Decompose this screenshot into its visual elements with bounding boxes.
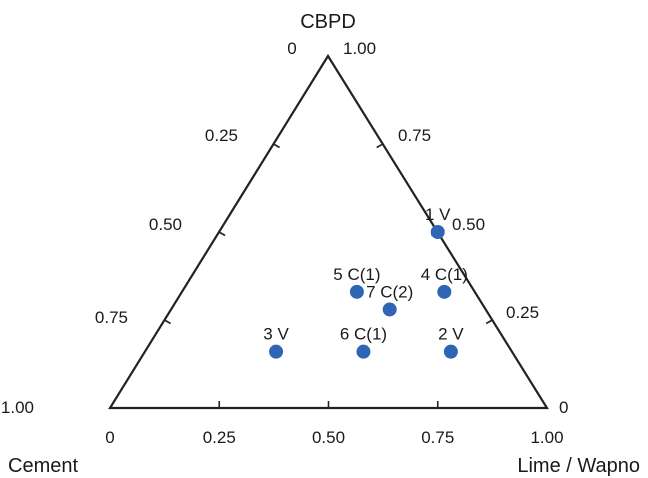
bottom-tick-label: 0.50	[312, 428, 345, 447]
data-point-label: 7 C(2)	[366, 282, 413, 301]
bottom-tick-label: 1.00	[530, 428, 563, 447]
data-point-label: 1 V	[425, 205, 451, 224]
left-tick	[164, 319, 171, 325]
left-tick	[273, 143, 280, 149]
data-point	[349, 284, 364, 299]
data-point	[382, 302, 397, 317]
right-tick-label: 0.75	[398, 126, 431, 145]
right-tick-label: 0	[559, 398, 568, 417]
data-point-label: 3 V	[263, 325, 289, 344]
bottom-tick-label: 0.75	[421, 428, 454, 447]
data-point-label: 2 V	[438, 325, 464, 344]
data-point-label: 4 C(1)	[421, 265, 468, 284]
vertex-label-cbpd: CBPD	[300, 11, 356, 33]
left-tick-label: 1.00	[1, 398, 34, 417]
right-tick-label: 0.25	[506, 303, 539, 322]
left-tick-label: 0.50	[149, 215, 182, 234]
right-tick-label: 0.50	[452, 215, 485, 234]
right-tick-label: 1.00	[343, 39, 376, 58]
left-tick-label: 0.75	[95, 308, 128, 327]
vertex-label-cement: Cement	[8, 455, 78, 477]
tick-labels: 0 0.25 0.50 0.75 1.00 0 0.25 0.50 0.75 1.00 1.00 0.…	[1, 39, 569, 447]
data-point-label: 5 C(1)	[333, 265, 380, 284]
left-tick-label: 0.25	[205, 126, 238, 145]
data-point	[269, 344, 284, 359]
data-points: 1 V 2 V 3 V 4 C(1) 5 C(1) 6 C(1) 7 C(2)	[263, 205, 468, 359]
bottom-tick-label: 0	[105, 428, 114, 447]
data-point	[430, 225, 445, 239]
left-tick-label: 0	[287, 39, 296, 58]
right-tick	[376, 143, 384, 149]
bottom-tick-label: 0.25	[203, 428, 236, 447]
vertex-label-lime: Lime / Wapno	[517, 455, 640, 477]
left-tick	[218, 231, 226, 237]
data-point	[443, 344, 458, 359]
data-point	[356, 344, 371, 359]
data-point	[437, 284, 452, 299]
vertex-labels: CBPD Cement Lime / Wapno	[8, 11, 640, 477]
data-point-label: 6 C(1)	[340, 325, 387, 344]
right-tick	[485, 319, 493, 325]
